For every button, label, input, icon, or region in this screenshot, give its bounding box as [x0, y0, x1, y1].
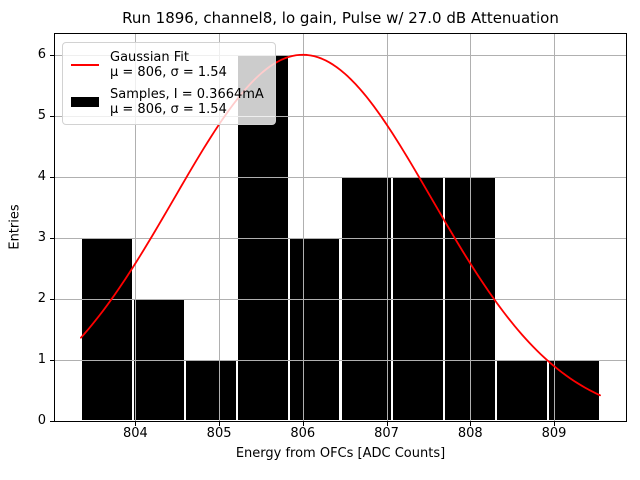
histogram-bar — [81, 237, 133, 421]
gridline-horizontal — [55, 115, 626, 117]
y-tick-label: 1 — [37, 351, 46, 367]
gridline-horizontal — [55, 360, 626, 361]
histogram-bar — [132, 298, 185, 421]
x-tick-mark — [135, 422, 137, 426]
legend-entry-gaussian-fit: Gaussian Fit μ = 806, σ = 1.54 — [71, 50, 267, 80]
y-tick-label: 6 — [37, 46, 46, 62]
x-tick-mark — [219, 422, 221, 426]
gridline-horizontal — [55, 298, 626, 300]
gridline-vertical — [470, 34, 472, 421]
gridline-vertical — [386, 34, 388, 421]
y-tick-mark — [50, 54, 54, 56]
legend-label: Gaussian Fit — [110, 50, 190, 65]
x-tick-label: 809 — [541, 426, 567, 441]
x-tick-label: 808 — [457, 426, 483, 441]
gridline-horizontal — [55, 176, 626, 178]
y-tick-mark — [50, 421, 54, 422]
x-tick-mark — [386, 422, 388, 426]
gridline-vertical — [219, 34, 221, 421]
gridline-horizontal — [55, 237, 626, 239]
y-tick-mark — [50, 360, 54, 361]
histogram-bar — [184, 360, 237, 421]
gridline-vertical — [135, 34, 137, 421]
plot-area: Gaussian Fit μ = 806, σ = 1.54 Samples, … — [54, 33, 627, 422]
legend-sublabel: μ = 806, σ = 1.54 — [110, 65, 227, 80]
legend-entry-samples: Samples, I = 0.3664mA μ = 806, σ = 1.54 — [71, 87, 267, 117]
x-tick-mark — [554, 422, 555, 426]
y-tick-mark — [50, 237, 54, 239]
gridline-horizontal — [55, 54, 626, 56]
y-tick-mark — [50, 176, 54, 178]
legend: Gaussian Fit μ = 806, σ = 1.54 Samples, … — [62, 42, 276, 125]
chart-title: Run 1896, channel8, lo gain, Pulse w/ 27… — [122, 9, 559, 27]
y-tick-mark — [50, 298, 54, 300]
x-tick-label: 804 — [122, 426, 148, 441]
legend-red-line-icon — [71, 64, 99, 66]
gaussian-fit-curve — [80, 53, 601, 397]
y-tick-label: 3 — [37, 229, 46, 245]
gridlines-layer — [55, 34, 626, 421]
gridline-vertical — [302, 34, 304, 421]
x-tick-label: 807 — [374, 426, 399, 441]
x-tick-label: 805 — [206, 426, 232, 441]
histogram-bar — [288, 237, 341, 421]
y-tick-mark — [50, 115, 54, 117]
y-tick-label: 5 — [37, 107, 46, 123]
y-tick-label: 4 — [37, 168, 46, 184]
y-tick-label: 0 — [37, 412, 46, 428]
legend-sublabel: μ = 806, σ = 1.54 — [110, 102, 227, 117]
y-axis-label: Entries — [7, 204, 23, 250]
x-axis-label: Energy from OFCs [ADC Counts] — [235, 446, 446, 461]
x-tick-mark — [470, 422, 472, 426]
legend-black-patch-icon — [71, 97, 99, 107]
legend-label: Samples, I = 0.3664mA — [110, 87, 264, 102]
x-tick-label: 806 — [290, 426, 316, 441]
gridline-vertical — [554, 34, 555, 421]
x-tick-mark — [302, 422, 304, 426]
y-tick-label: 2 — [37, 290, 46, 306]
